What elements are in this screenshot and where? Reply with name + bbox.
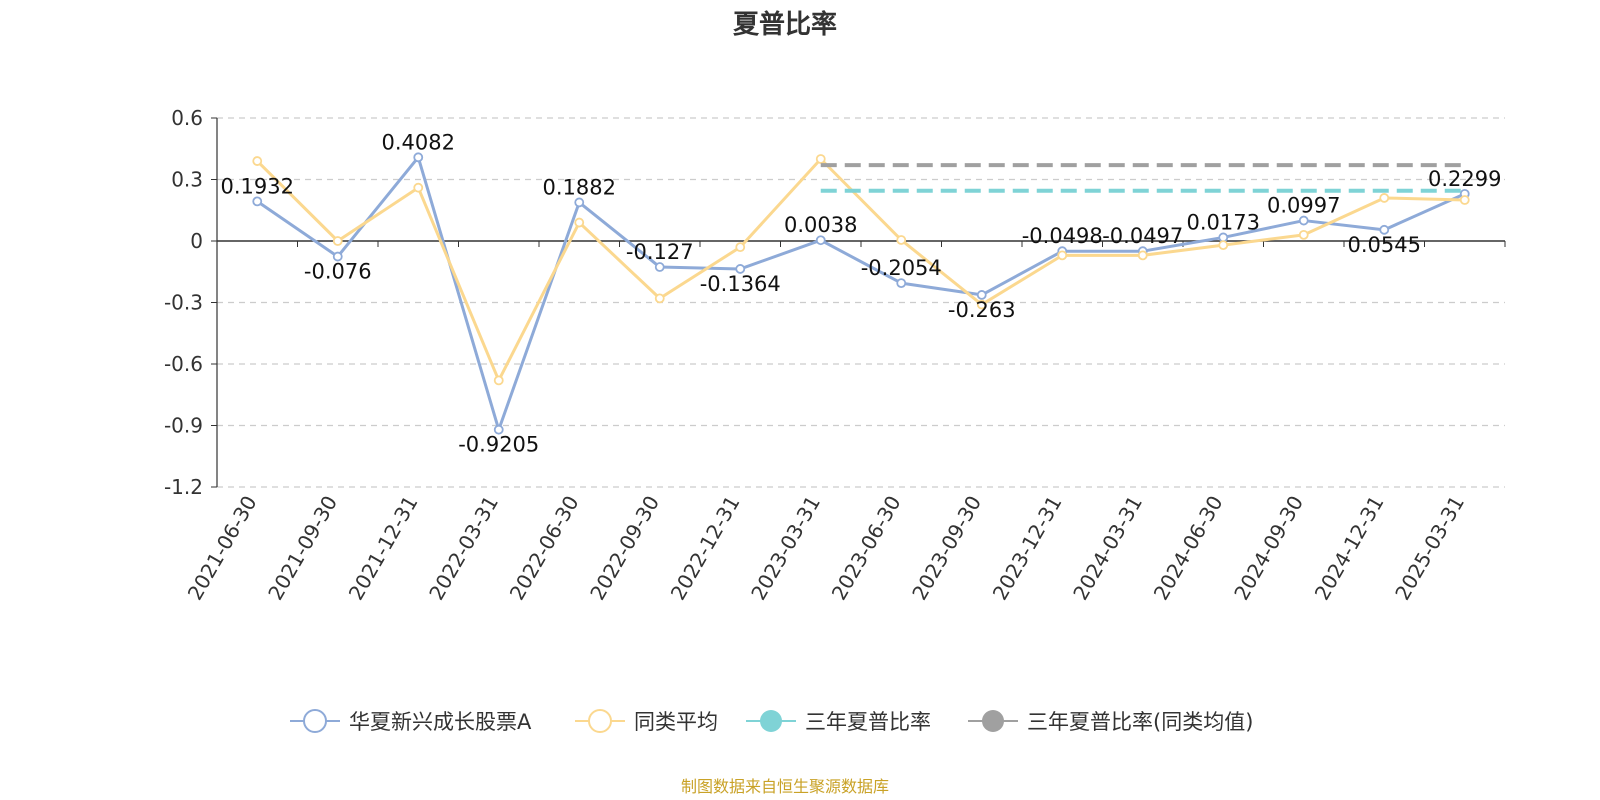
data-label: 0.1932	[221, 174, 294, 198]
legend-marker	[588, 709, 612, 733]
data-label: -0.0498	[1022, 224, 1103, 248]
series-point	[1298, 229, 1309, 240]
x-tick-label: 2023-03-31	[746, 492, 825, 605]
series-point	[332, 251, 343, 262]
series-lines	[252, 152, 1470, 435]
x-tick-label: 2024-06-30	[1149, 492, 1228, 605]
data-label: -0.076	[304, 260, 372, 284]
series-point	[815, 235, 826, 246]
x-tick-label: 2022-09-30	[585, 492, 664, 605]
x-tick-label: 2024-03-31	[1068, 492, 1147, 605]
series-point	[1379, 193, 1390, 203]
data-label: -0.263	[948, 298, 1016, 322]
x-tick-label: 2021-12-31	[344, 492, 423, 605]
series-point	[976, 299, 987, 310]
data-label: -0.0497	[1102, 224, 1183, 248]
y-tick-label: 0.6	[171, 106, 203, 130]
series-point	[976, 290, 987, 300]
series-point	[1137, 250, 1148, 261]
series-point	[413, 152, 424, 163]
legend-marker	[303, 709, 327, 733]
data-label: 0.2299	[1428, 167, 1501, 191]
series-point	[413, 182, 424, 193]
series-point	[896, 235, 907, 245]
series-point	[1379, 224, 1390, 235]
data-label: -0.2054	[861, 256, 942, 280]
data-label: 0.0038	[784, 213, 857, 237]
legend-label: 同类平均	[634, 710, 718, 734]
series-point	[493, 424, 504, 435]
y-tick-label: -0.3	[164, 291, 203, 315]
x-tick-label: 2021-06-30	[183, 492, 262, 605]
series-line	[256, 157, 1465, 382]
series-point	[654, 293, 665, 304]
source-note: 制图数据来自恒生聚源数据库	[681, 777, 889, 796]
legend-label: 三年夏普比率(同类均值)	[1027, 710, 1253, 734]
x-tick-label: 2023-09-30	[907, 492, 986, 605]
series-point	[574, 217, 585, 228]
data-label: 0.0997	[1267, 194, 1340, 218]
legend[interactable]: 华夏新兴成长股票A 同类平均 三年夏普比率 三年夏普比率(同类均值)	[290, 709, 1253, 734]
y-tick-label: -0.9	[164, 414, 203, 438]
series-point	[735, 242, 746, 253]
data-label: -0.127	[626, 240, 694, 264]
legend-marker	[760, 710, 782, 732]
x-tick-label: 2022-06-30	[505, 492, 584, 605]
x-tick-label: 2023-12-31	[988, 492, 1067, 605]
y-tick-label: -0.6	[164, 352, 203, 376]
series-point	[1459, 195, 1470, 205]
x-tick-label: 2022-12-31	[666, 492, 745, 605]
series-line	[256, 155, 1466, 432]
data-label: 0.1882	[543, 175, 616, 199]
data-label: 0.0173	[1187, 210, 1260, 234]
series-point	[654, 262, 665, 272]
series-point	[1298, 215, 1309, 226]
data-label: -0.1364	[700, 272, 781, 296]
data-label: -0.9205	[458, 433, 539, 457]
data-label: 0.0545	[1348, 233, 1421, 257]
series-point	[574, 197, 585, 208]
series-point	[332, 236, 343, 246]
grid-lines	[217, 117, 1505, 488]
legend-marker	[982, 710, 1004, 732]
data-label: 0.4082	[382, 130, 455, 154]
y-tick-label: 0	[190, 229, 203, 253]
series-point	[1057, 250, 1068, 261]
data-labels: 0.1932-0.0760.4082-0.92050.1882-0.127-0.…	[221, 130, 1502, 456]
series-point	[493, 375, 504, 386]
series-point	[896, 278, 907, 289]
y-tick-label: 0.3	[171, 168, 203, 192]
series-point	[252, 156, 263, 166]
x-tick-label: 2024-12-31	[1310, 492, 1389, 605]
x-tick-label: 2021-09-30	[263, 492, 342, 605]
legend-label: 华夏新兴成长股票A	[349, 710, 532, 734]
series-point	[252, 196, 263, 207]
series-point	[735, 264, 746, 274]
x-tick-label: 2022-03-31	[424, 492, 503, 605]
chart-title: 夏普比率	[733, 9, 837, 40]
series-point	[1218, 240, 1229, 251]
legend-label: 三年夏普比率	[805, 710, 931, 734]
x-tick-label: 2025-03-31	[1390, 492, 1469, 605]
y-tick-label: -1.2	[164, 475, 203, 499]
x-tick-label: 2023-06-30	[827, 492, 906, 605]
x-tick-label: 2024-09-30	[1229, 492, 1308, 605]
series-point	[815, 154, 826, 164]
